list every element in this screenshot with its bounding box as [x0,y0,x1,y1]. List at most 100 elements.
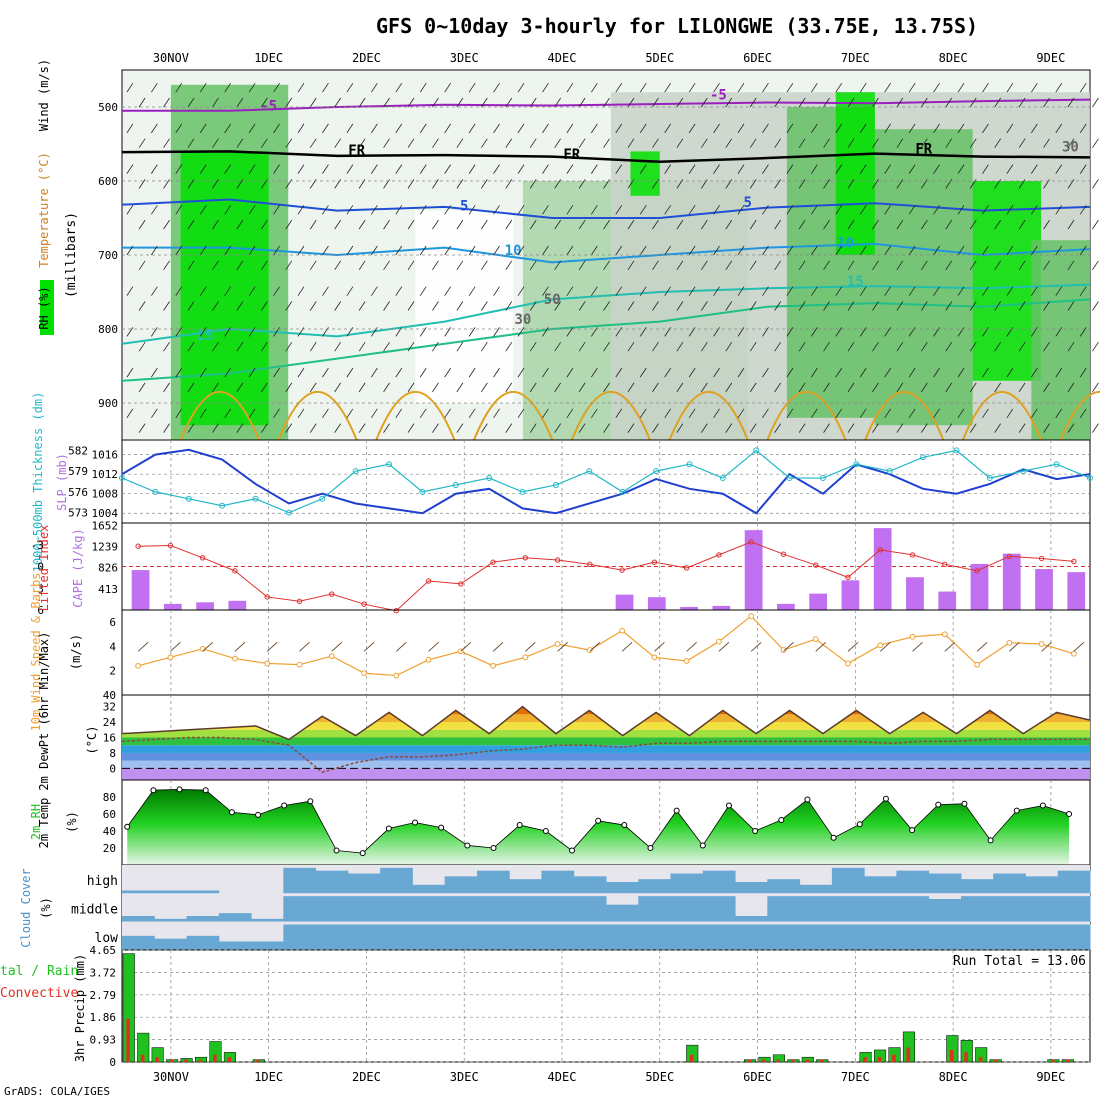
cape-bar [841,580,860,610]
contour-label: FR [915,142,932,158]
wind-barb [505,219,513,230]
wind-barb [688,164,696,174]
wind-barb [725,423,733,433]
wind-barb [187,341,195,352]
wind-barb [652,423,659,433]
wind-barb-10m [589,641,601,652]
wind-barb [236,382,244,393]
wind-barb [847,423,855,433]
wind-barb [896,382,904,393]
profile-panel: -5-5FR FR FR5 510 10151550303050060070080090… [37,59,1100,441]
wind-barb [517,82,525,93]
lifted-index-point [651,559,658,565]
wind-barb [811,123,818,134]
rh-label: RH (%) [37,286,51,329]
wind-barb [749,260,757,271]
wind-barb [798,260,806,271]
wind-barb [126,82,134,93]
isotherm-warm [961,391,1043,441]
wind-barb [358,423,366,433]
temp-y-tick: 24 [103,716,117,729]
wind-speed-point [716,638,722,645]
cloud-cell [767,879,801,894]
wind-barb [1067,260,1075,271]
wind-speed-point [393,672,400,679]
wind-barb [419,205,427,215]
lifted-index-label: Lifted Index [37,525,51,612]
cape-bar [196,602,214,610]
lifted-index-point [167,542,174,549]
wind-barb [762,245,769,256]
wind-barb [554,382,561,393]
rh2m-point [621,822,628,829]
wind-barb [603,341,610,352]
wind-barb [371,205,378,215]
wind-barb [994,260,1001,271]
cloud-cell [606,924,639,950]
series-slp [121,448,1091,515]
cape-bar [1002,553,1021,610]
wind-barb [309,341,317,352]
wind-barb [151,286,158,296]
wind-barb [261,301,268,311]
wind-barb [481,179,488,189]
wind-barb [798,423,806,433]
thickness-y-tick: 582 [68,444,88,457]
rh-region [1031,240,1090,440]
wind-barb [493,327,500,337]
wind-barb [419,245,427,256]
wind-barb [261,97,268,108]
cloud-cell [122,890,155,894]
wind-barb [212,219,219,230]
dewpoint-line [121,736,1090,774]
wind-barb [199,123,207,134]
wind-barb [652,97,659,108]
wind-barb [664,205,671,215]
wind-barb [615,367,623,378]
contour-label: 15 [197,328,214,344]
wind-barbs [126,82,1099,433]
date-label-top: 6DEC [743,51,772,65]
cloud-cell [960,879,994,894]
wind-barb [529,179,537,189]
wind-barb [908,164,916,174]
cloud-cell [412,884,446,894]
wind-barb-10m [621,641,633,652]
wind-barb [884,286,891,296]
date-axis-bottom: 30NOV 1DEC 2DEC 3DEC 4DEC 5DEC 6DEC 7DEC 8DEC 9DE… [153,1070,1066,1084]
wind-barb [297,82,305,93]
wind-barb-10m [395,641,407,652]
wind-barb [542,286,549,296]
wind-barb [529,219,537,230]
wind-barb [713,245,720,256]
cloud-cell [702,924,736,950]
cloud-cell [831,867,865,894]
cloud-cell [283,867,317,894]
wind-barb [701,260,708,271]
wind-barb [774,423,781,433]
wind-barb-10m [460,641,472,652]
rh2m-point [856,821,863,828]
isotherm-warm [570,391,651,441]
wind-barb [1067,341,1075,352]
cape-bar [938,591,957,610]
cloud-cell [735,882,768,894]
wind-barb [346,408,354,419]
wind-barb-10m [654,641,665,652]
wind-barb [1092,97,1099,108]
precip-convective-bar [256,1059,260,1062]
wind-barb [566,367,574,378]
wind-barb [701,138,708,148]
lifted-index-point [942,561,948,568]
wind-barb [957,286,965,296]
wind-barb [908,123,916,134]
wind-barb [615,408,623,419]
lifted-index-point [490,559,496,565]
wind-barb [175,327,183,337]
wind-barb [1067,301,1075,311]
cloud-cell [251,918,284,922]
wind-barb [603,382,610,393]
cape-bar [777,603,795,610]
wind-barb [786,367,794,378]
